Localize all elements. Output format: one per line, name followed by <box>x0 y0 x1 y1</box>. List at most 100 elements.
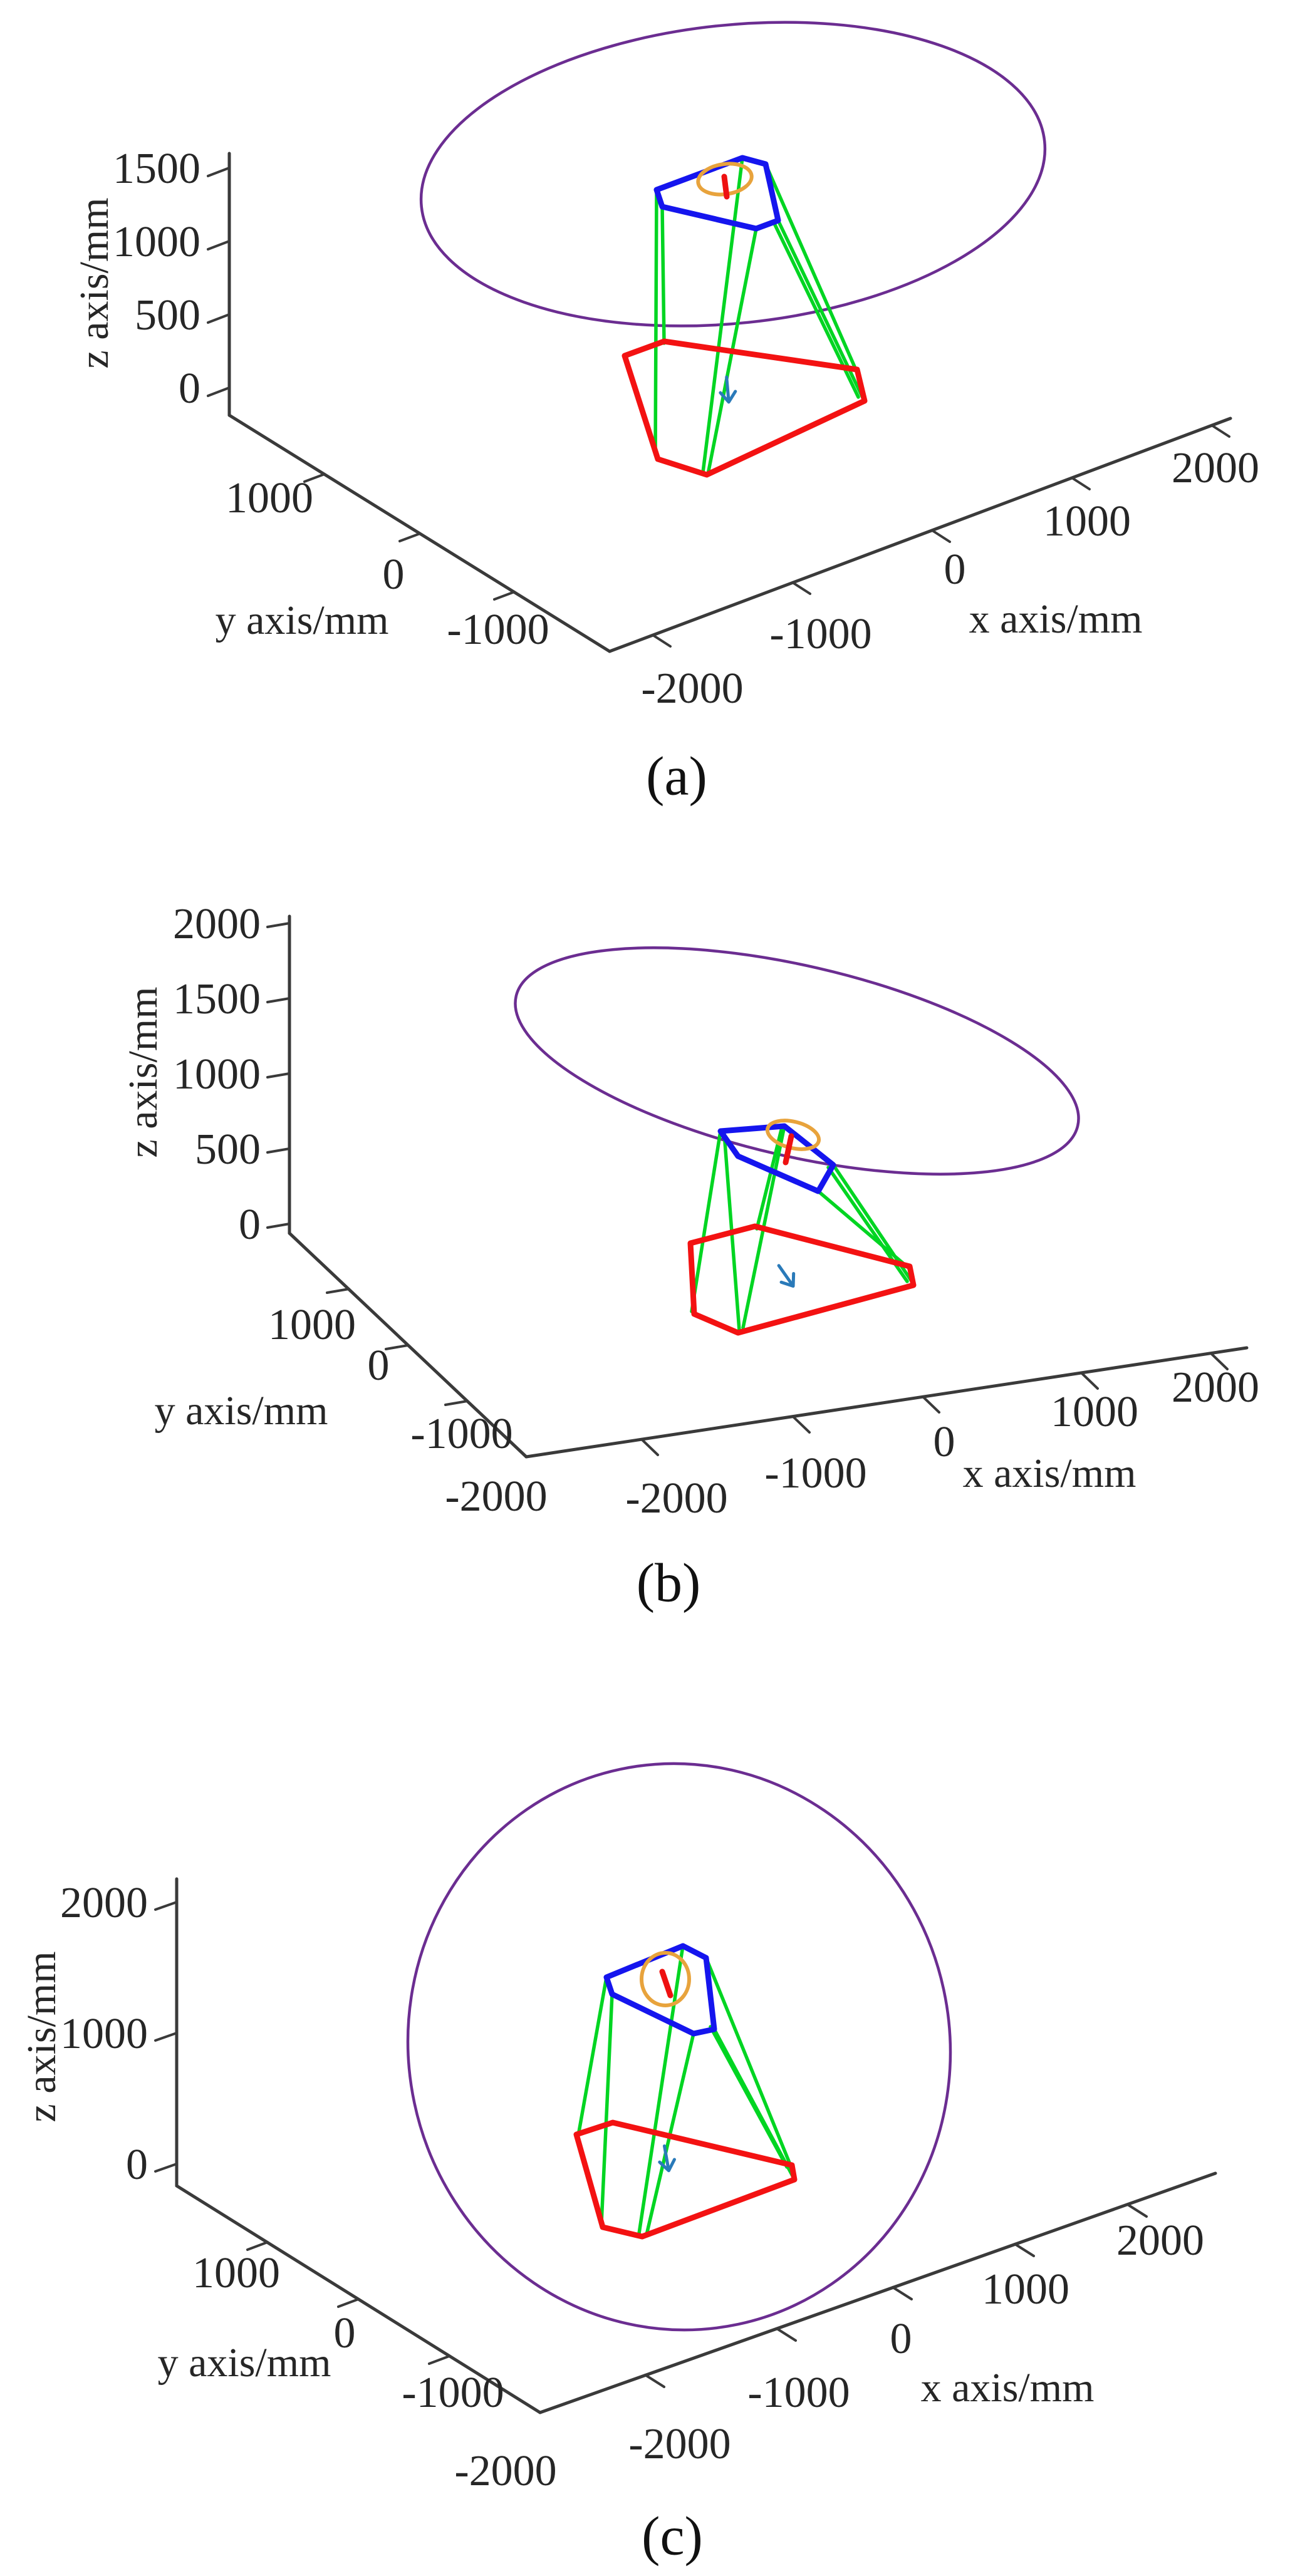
z-axis-label: z axis/mm <box>19 1951 65 2122</box>
z-axis-tick <box>207 240 231 251</box>
cable-line <box>709 2025 789 2169</box>
moving-platform <box>603 1943 717 2037</box>
x-axis-tick-label: 2000 <box>1172 1363 1259 1412</box>
z-axis-tick-label: 1000 <box>113 218 200 266</box>
cable-line <box>704 1956 793 2168</box>
x-axis-tick <box>640 1438 659 1456</box>
cable-line <box>772 222 860 399</box>
z-axis-tick-label: 500 <box>195 1125 261 1174</box>
subplot-b-caption: (b) <box>636 1553 701 1614</box>
gravity-arrow <box>777 1264 796 1288</box>
y-axis-tick <box>398 532 421 542</box>
z-axis-tick-label: 2000 <box>60 1879 148 1927</box>
y-axis-tick-label: 0 <box>334 2309 356 2357</box>
workspace-ellipse <box>406 1762 952 2332</box>
gravity-arrow <box>658 2144 676 2173</box>
subplot-a-caption: (a) <box>646 746 707 807</box>
z-axis-tick-label: 500 <box>135 291 200 339</box>
x-axis-label: x axis/mm <box>963 1451 1136 1496</box>
y-axis-tick <box>493 591 516 601</box>
y-axis-tick-label: 1000 <box>268 1301 356 1349</box>
y-axis-tick <box>337 2298 360 2308</box>
z-axis-tick-label: 0 <box>239 1201 261 1249</box>
y-axis-label: y axis/mm <box>216 597 389 643</box>
x-axis-tick-label: 0 <box>890 2315 912 2363</box>
z-axis-label: z axis/mm <box>120 986 166 1157</box>
x-axis-tick <box>776 2327 797 2342</box>
x-axis-tick <box>792 1415 811 1434</box>
z-axis-tick <box>207 167 231 177</box>
z-axis-tick <box>154 2032 178 2042</box>
z-axis-tick-label: 2000 <box>173 900 261 948</box>
z-axis-tick <box>266 922 291 928</box>
x-axis-label: x axis/mm <box>921 2365 1095 2411</box>
x-axis-tick-label: 1000 <box>1043 497 1131 546</box>
y-axis-tick-label: 1000 <box>226 474 313 522</box>
z-axis-tick <box>207 386 231 397</box>
base-platform <box>621 338 868 478</box>
x-axis-tick <box>644 2374 665 2388</box>
z-axis-tick <box>266 1072 291 1079</box>
x-axis-label: x axis/mm <box>969 596 1143 642</box>
y-axis-tick-label: 0 <box>368 1342 390 1390</box>
y-axis-tick <box>444 1400 469 1406</box>
x-axis-line <box>608 416 1232 653</box>
z-axis-tick-label: 0 <box>126 2141 148 2189</box>
y-axis-label: y axis/mm <box>158 2340 331 2386</box>
y-axis-corner-tick-label: -2000 <box>454 2447 556 2495</box>
y-axis-tick-label: 0 <box>383 551 405 599</box>
workspace-ellipse <box>419 21 1047 328</box>
tool-tick <box>783 1133 794 1166</box>
gravity-arrow-head <box>658 2158 676 2173</box>
x-axis-tick-label: 0 <box>944 546 966 594</box>
workspace-ellipse <box>514 946 1080 1176</box>
x-axis-tick-label: -2000 <box>641 665 743 713</box>
x-axis-line <box>538 2171 1217 2414</box>
x-axis-tick-label: 1000 <box>1051 1388 1138 1436</box>
z-axis-tick-label: 1500 <box>173 975 261 1023</box>
z-axis-tick-label: 1000 <box>60 2010 148 2058</box>
x-axis-tick <box>931 529 951 543</box>
y-axis-corner-tick-label: -2000 <box>445 1472 547 1521</box>
z-axis-tick-label: 0 <box>179 365 200 413</box>
y-axis-tick <box>428 2355 450 2365</box>
tool-tick <box>721 173 730 200</box>
z-axis-tick-label: 1000 <box>173 1050 261 1099</box>
gravity-arrow-stem <box>725 375 731 403</box>
z-axis-tick <box>154 1901 178 1911</box>
x-axis-tick-label: 2000 <box>1116 2216 1204 2265</box>
y-axis-label: y axis/mm <box>155 1388 328 1434</box>
tool-tick <box>659 1968 674 1999</box>
moving-platform <box>717 1123 836 1194</box>
cable-line <box>577 1975 608 2134</box>
cable-line <box>600 1992 614 2225</box>
base-platform <box>573 2119 798 2240</box>
x-axis-tick <box>1080 1372 1099 1390</box>
z-axis-tick <box>207 313 231 324</box>
x-axis-tick-label: -2000 <box>625 1474 727 1523</box>
cable-line <box>653 188 658 457</box>
subplot-c-caption: (c) <box>642 2506 703 2567</box>
tool-circle <box>640 1951 691 2007</box>
x-axis-line <box>524 1346 1249 1459</box>
y-axis-tick-label: -1000 <box>447 606 549 654</box>
y-axis-tick-label: 1000 <box>192 2249 280 2297</box>
z-axis-label: z axis/mm <box>71 197 117 368</box>
moving-platform <box>653 155 781 232</box>
x-axis-tick <box>922 1395 940 1414</box>
x-axis-tick <box>1126 2203 1148 2218</box>
x-axis-tick-label: 0 <box>934 1418 955 1466</box>
cable-line <box>660 205 666 345</box>
y-axis-tick-label: -1000 <box>410 1410 512 1458</box>
z-axis-tick <box>266 997 291 1003</box>
gravity-arrow <box>719 375 737 404</box>
gravity-arrow-head <box>719 390 737 404</box>
cable-line <box>776 219 865 401</box>
x-axis-tick-label: 2000 <box>1172 444 1259 492</box>
gravity-arrow-stem <box>777 1264 794 1287</box>
base-platform <box>687 1223 917 1336</box>
